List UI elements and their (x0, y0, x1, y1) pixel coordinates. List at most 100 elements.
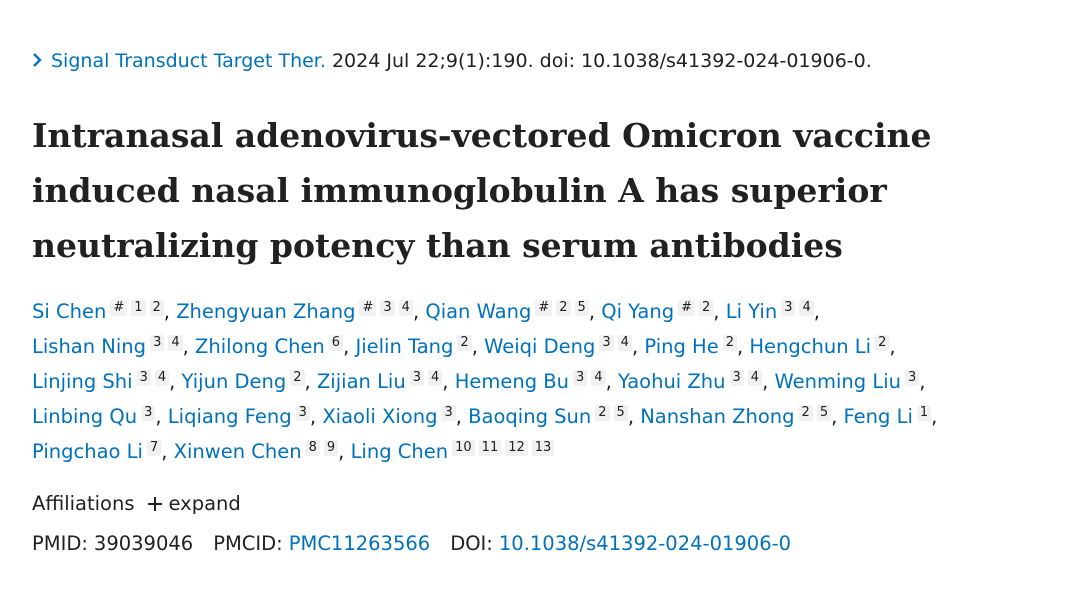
author-name[interactable]: Nanshan Zhong (640, 405, 795, 428)
affiliation-mark[interactable]: 3 (409, 370, 424, 386)
affiliation-mark[interactable]: 10 (452, 440, 475, 456)
affiliation-mark[interactable]: 3 (904, 370, 920, 386)
affiliation-mark[interactable]: 8 (305, 440, 320, 456)
affiliation-mark[interactable]: 3 (573, 370, 588, 386)
affiliation-mark[interactable]: 1 (916, 405, 932, 421)
author-line: Lishan Ning 3 4, Zhilong Chen 6, Jielin Tan… (32, 329, 937, 364)
affiliations-label: Affiliations (32, 492, 135, 515)
author-list: Si Chen #1 2, Zhengyuan Zhang #3 4, Qian Wan… (32, 294, 937, 469)
author-name[interactable]: Hemeng Bu (454, 370, 570, 393)
author-line: Pingchao Li 7, Xinwen Chen 8 9, Ling Chen 10… (32, 434, 937, 469)
author-name[interactable]: Li Yin (725, 300, 778, 323)
affiliation-mark[interactable]: 2 (798, 405, 813, 421)
author-name[interactable]: Jielin Tang (355, 335, 454, 358)
journal-link[interactable]: Signal Transduct Target Ther. (51, 50, 326, 72)
separator: , (605, 370, 612, 393)
affiliation-mark[interactable]: 2 (722, 335, 737, 351)
affiliation-mark[interactable]: 3 (136, 370, 151, 386)
identifier-value[interactable]: 10.1038/s41392-024-01906-0 (498, 532, 792, 555)
author-name[interactable]: Liqiang Feng (167, 405, 292, 428)
separator: , (831, 405, 838, 428)
affiliation-mark[interactable]: # (535, 300, 553, 316)
author-name[interactable]: Linjing Shi (32, 370, 133, 393)
author-name[interactable]: Ping He (644, 335, 719, 358)
affiliation-mark[interactable]: 3 (295, 405, 310, 421)
author-name[interactable]: Wenming Liu (774, 370, 901, 393)
separator: , (163, 300, 170, 323)
author-name[interactable]: Weiqi Deng (484, 335, 596, 358)
author-line: Linbing Qu 3, Liqiang Feng 3, Xiaoli Xiong… (32, 399, 937, 434)
affiliation-mark[interactable]: 2 (875, 335, 890, 351)
author-name[interactable]: Xinwen Chen (173, 440, 302, 463)
affiliation-mark[interactable]: 3 (150, 335, 165, 351)
affiliation-mark[interactable]: # (359, 300, 377, 316)
affiliation-mark[interactable]: 4 (747, 370, 763, 386)
affiliation-mark[interactable]: 4 (591, 370, 606, 386)
affiliation-mark[interactable]: 3 (441, 405, 456, 421)
author-name[interactable]: Lishan Ning (32, 335, 147, 358)
separator: , (309, 405, 317, 428)
author-line: Si Chen #1 2, Zhengyuan Zhang #3 4, Qian Wan… (32, 294, 937, 329)
author-name[interactable]: Pingchao Li (32, 440, 143, 463)
author-name[interactable]: Qian Wang (425, 300, 532, 323)
affiliation-mark[interactable]: 2 (457, 335, 472, 351)
author-name[interactable]: Yijun Deng (181, 370, 287, 393)
identifier-value: 39039046 (93, 532, 194, 555)
affiliation-mark[interactable]: 2 (149, 300, 164, 316)
affiliation-mark[interactable]: 3 (380, 300, 395, 316)
affiliation-mark[interactable]: 2 (595, 405, 610, 421)
identifier-value[interactable]: PMC11263566 (288, 532, 431, 555)
chevron-icon (33, 53, 42, 67)
affiliations: Affiliations expand (32, 492, 241, 515)
article-title: Intranasal adenovirus-vectored Omicron v… (32, 116, 932, 265)
affiliation-mark[interactable]: 7 (146, 440, 162, 456)
affiliation-mark[interactable]: 12 (505, 440, 528, 456)
plus-icon[interactable] (147, 496, 163, 512)
affiliation-mark[interactable]: # (678, 300, 696, 316)
affiliation-mark[interactable]: 3 (599, 335, 614, 351)
affiliation-mark[interactable]: 13 (531, 440, 555, 456)
author-name[interactable]: Hengchun Li (749, 335, 872, 358)
separator: , (762, 370, 769, 393)
affiliation-mark[interactable]: 5 (816, 405, 832, 421)
affiliation-mark[interactable]: 4 (617, 335, 632, 351)
author-name[interactable]: Baoqing Sun (468, 405, 592, 428)
separator: , (471, 335, 478, 358)
author-name[interactable]: Linbing Qu (32, 405, 138, 428)
author-name[interactable]: Si Chen (32, 300, 107, 323)
affiliation-mark[interactable]: 3 (729, 370, 744, 386)
affiliation-mark[interactable]: 2 (556, 300, 571, 316)
author-name[interactable]: Zhilong Chen (195, 335, 325, 358)
affiliation-mark[interactable]: 11 (478, 440, 502, 456)
affiliation-mark[interactable]: 6 (328, 335, 344, 351)
identifier-label: PMID: (32, 532, 88, 555)
author-name[interactable]: Xiaoli Xiong (322, 405, 438, 428)
affiliation-mark[interactable]: 3 (141, 405, 156, 421)
separator: , (588, 300, 596, 323)
separator: , (161, 440, 168, 463)
affiliation-mark[interactable]: 2 (699, 300, 714, 316)
author-name[interactable]: Yaohui Zhu (617, 370, 726, 393)
affiliation-mark[interactable]: 4 (168, 335, 183, 351)
affiliation-mark[interactable]: 3 (781, 300, 796, 316)
affiliation-mark[interactable]: 4 (154, 370, 170, 386)
affiliation-mark[interactable]: 4 (398, 300, 413, 316)
affiliation-mark[interactable]: 2 (290, 370, 305, 386)
affiliation-mark[interactable]: 4 (428, 370, 443, 386)
affiliation-mark[interactable]: 9 (323, 440, 339, 456)
separator: , (889, 335, 896, 358)
separator: , (412, 300, 420, 323)
separator: , (631, 335, 639, 358)
author-name[interactable]: Ling Chen (350, 440, 449, 463)
affiliation-mark[interactable]: # (110, 300, 128, 316)
author-name[interactable]: Zhengyuan Zhang (176, 300, 356, 323)
affiliation-mark[interactable]: 5 (613, 405, 628, 421)
author-name[interactable]: Feng Li (843, 405, 913, 428)
author-name[interactable]: Zijian Liu (316, 370, 406, 393)
author-name[interactable]: Qi Yang (601, 300, 675, 323)
separator: , (736, 335, 744, 358)
affiliation-mark[interactable]: 5 (574, 300, 589, 316)
affiliation-mark[interactable]: 1 (131, 300, 146, 316)
expand-button[interactable]: expand (168, 492, 241, 515)
affiliation-mark[interactable]: 4 (799, 300, 814, 316)
